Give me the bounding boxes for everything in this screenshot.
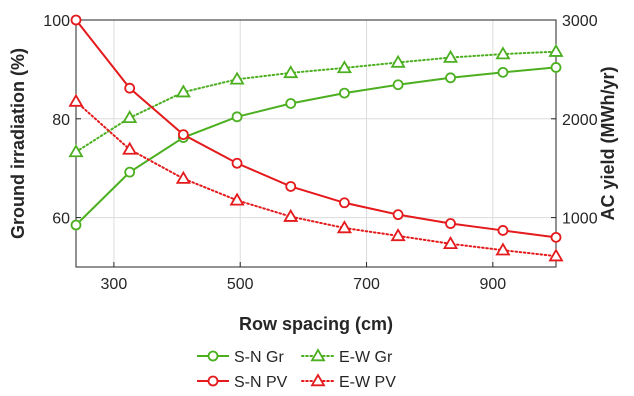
series-line: [75, 66, 557, 226]
left-y-tick-label: 60: [52, 211, 70, 228]
data-point: [229, 71, 245, 85]
data-point: [550, 62, 562, 73]
data-point: [390, 54, 406, 68]
data-point: [392, 79, 404, 91]
data-point: [495, 242, 511, 256]
data-point: [339, 197, 350, 209]
data-point: [283, 65, 299, 79]
data-point: [231, 157, 243, 169]
data-point: [445, 72, 456, 84]
data-point: [283, 208, 299, 222]
data-point: [442, 235, 459, 250]
x-tick-label: 900: [479, 276, 506, 293]
x-tick-label: 500: [227, 276, 254, 293]
data-point: [175, 170, 191, 184]
data-point: [68, 144, 84, 158]
grid: [76, 19, 556, 267]
data-point: [70, 219, 82, 231]
series-s-n-pv: [70, 14, 562, 243]
data-point: [285, 98, 297, 109]
left-y-tick-label: 80: [52, 112, 70, 129]
legend-item: S-N Gr: [197, 349, 284, 366]
data-point: [497, 66, 509, 78]
legend-label: S-N Gr: [234, 349, 284, 366]
legend-label: E-W Gr: [339, 349, 393, 366]
series-e-w-gr: [68, 43, 564, 158]
data-point: [285, 181, 297, 192]
legend-item: S-N PV: [197, 374, 288, 391]
axes: 300 500 700 900 60 80 100 1000 2000 3000: [43, 13, 597, 293]
series-line: [75, 50, 557, 153]
right-y-axis-title: AC yield (MWh/yr): [598, 66, 618, 220]
legend-marker: [207, 350, 219, 362]
data-point: [336, 60, 352, 74]
data-point: [550, 231, 562, 243]
series-layer: [68, 14, 564, 262]
data-point: [68, 93, 84, 107]
data-point: [122, 110, 138, 124]
data-point: [339, 87, 350, 99]
data-point: [124, 166, 136, 178]
data-point: [390, 228, 406, 242]
data-point: [445, 218, 456, 229]
series-line: [75, 19, 557, 239]
data-point: [124, 82, 136, 94]
x-tick-label: 300: [101, 276, 128, 293]
series-line: [75, 100, 557, 258]
series-e-w-pv: [68, 93, 564, 262]
right-y-tick-label: 1000: [562, 211, 598, 228]
series-s-n-gr: [70, 62, 562, 231]
data-point: [231, 111, 243, 123]
data-point: [175, 84, 191, 98]
right-y-tick-label: 2000: [562, 112, 598, 129]
data-point: [392, 209, 404, 221]
data-point: [495, 46, 511, 60]
legend-marker: [310, 348, 326, 362]
left-y-tick-label: 100: [43, 13, 70, 30]
legend: S-N Gr E-W Gr S-N PV E-W PV: [197, 348, 396, 391]
data-point: [548, 248, 564, 262]
legend-item: E-W PV: [301, 373, 396, 391]
legend-item: E-W Gr: [301, 348, 393, 366]
data-point: [122, 141, 138, 155]
legend-label: S-N PV: [234, 374, 288, 391]
left-y-axis-title: Ground irradiation (%): [8, 48, 28, 239]
x-tick-label: 700: [353, 276, 380, 293]
data-point: [70, 14, 82, 26]
data-point: [229, 192, 245, 206]
plot-frame: [75, 19, 557, 268]
data-point: [336, 220, 352, 234]
data-point: [548, 43, 564, 57]
legend-marker: [310, 373, 326, 387]
data-point: [442, 49, 459, 63]
legend-marker: [207, 375, 219, 387]
x-axis-title: Row spacing (cm): [239, 314, 393, 334]
right-y-tick-label: 3000: [562, 13, 598, 30]
data-point: [177, 129, 189, 141]
data-point: [497, 225, 509, 236]
legend-label: E-W PV: [339, 374, 396, 391]
